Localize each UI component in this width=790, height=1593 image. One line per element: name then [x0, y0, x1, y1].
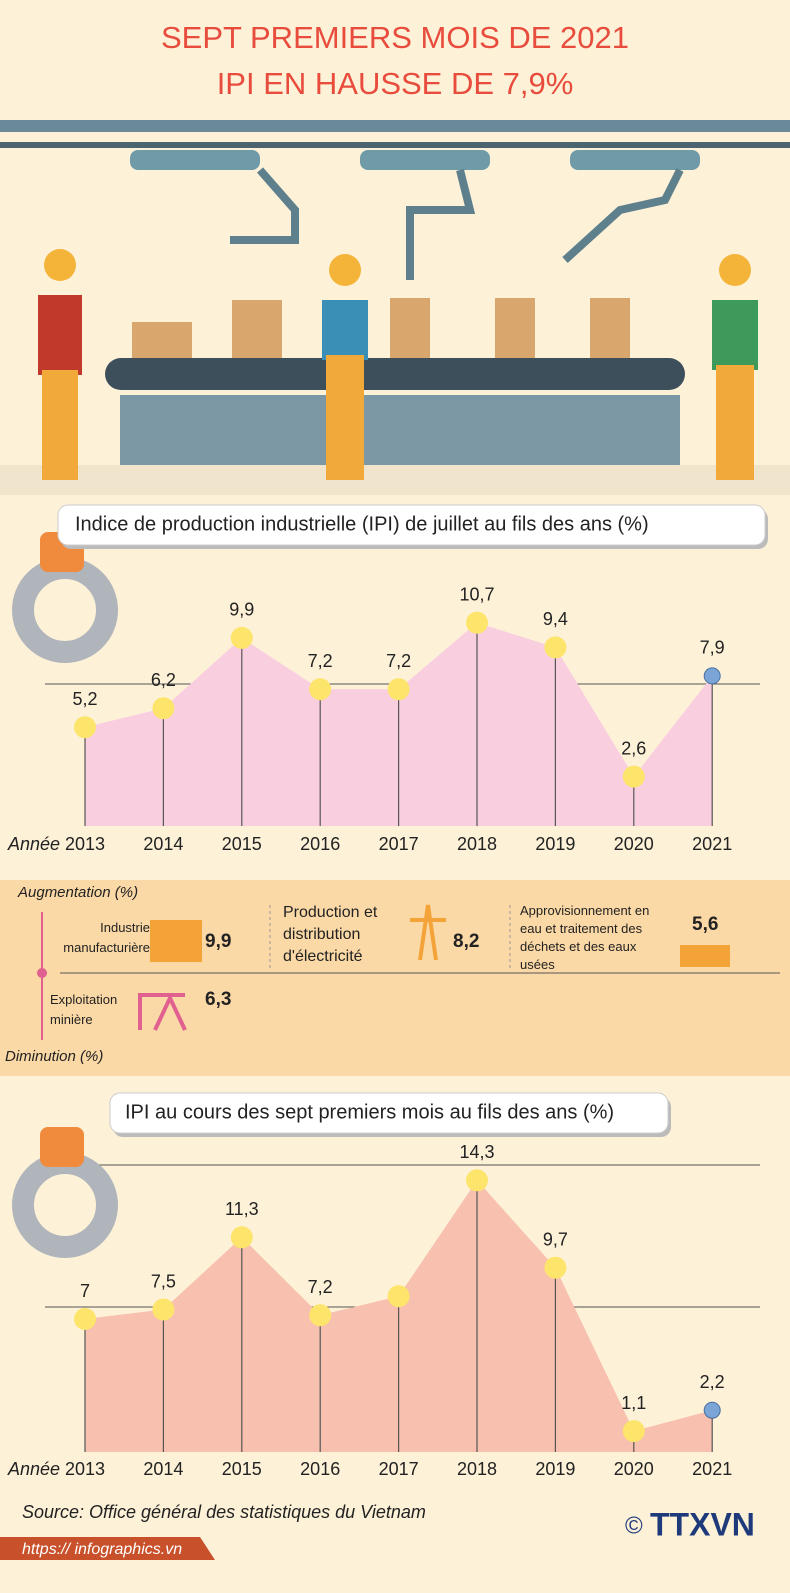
title: IPI EN HAUSSE DE 7,9% [217, 66, 574, 101]
value-label: 1,1 [621, 1393, 646, 1413]
sector-label: Approvisionnement en eau et traitement d… [520, 903, 650, 972]
x-tick-label: 2021 [692, 834, 732, 854]
decrease-label: Diminution (%) [5, 1048, 103, 1065]
x-tick-label: 2020 [614, 1459, 654, 1479]
sector-label: Production et distribution d'électricité [283, 904, 378, 965]
sector-label: Industrie manufacturière [63, 920, 150, 955]
point [544, 1256, 567, 1279]
sector-label: Exploitation minière [50, 992, 118, 1027]
x-tick-label: 2018 [457, 834, 497, 854]
sector-label-box: Production et distribution d'électricité [283, 904, 378, 965]
chart: Indice de production industrielle (IPI) … [7, 504, 768, 854]
x-tick-label: 2016 [300, 834, 340, 854]
icon [150, 920, 202, 962]
point [387, 678, 410, 701]
x-tick-label: 2014 [143, 1459, 183, 1479]
value-label: 9,9 [229, 600, 254, 620]
x-axis-label: Année [7, 834, 60, 854]
point [466, 1169, 488, 1192]
point [230, 1226, 253, 1249]
logo: TTXVN [650, 1506, 755, 1542]
axis-dot [37, 968, 47, 978]
source: Source: Office général des statistiques … [22, 1502, 426, 1522]
value-label: 7,9 [700, 638, 725, 658]
title: SEPT PREMIERS MOIS DE 2021 [161, 20, 629, 55]
chart-title: IPI au cours des sept premiers mois au f… [125, 1101, 614, 1123]
point [544, 636, 567, 659]
title-box [109, 1092, 669, 1134]
value-label: 14,3 [459, 1142, 494, 1162]
point [230, 626, 253, 649]
sector-value: 6,3 [205, 989, 231, 1010]
sector-label-box: Approvisionnement en eau et traitement d… [520, 903, 650, 972]
point [466, 611, 488, 634]
value-label: 9,7 [543, 1229, 568, 1249]
x-tick-label: 2021 [692, 1459, 732, 1479]
point [622, 765, 645, 788]
sector-value: 8,2 [453, 931, 479, 952]
point [74, 716, 96, 739]
x-tick-label: 2017 [379, 834, 419, 854]
value-label: 2,6 [621, 738, 646, 758]
x-tick-label: 2014 [143, 834, 183, 854]
point [703, 1401, 721, 1419]
point [622, 1420, 645, 1443]
sector-label-box: Industrie manufacturière [63, 920, 150, 955]
increase-label: Augmentation (%) [17, 884, 138, 901]
value-label: 5,2 [72, 689, 97, 709]
value-label: 7,2 [308, 651, 333, 671]
value-label: 10,7 [459, 584, 494, 604]
value-label: 6,2 [151, 670, 176, 690]
value-label: 11,3 [225, 1199, 259, 1219]
title-box [57, 504, 766, 546]
point [74, 1308, 96, 1330]
chart-title: Indice de production industrielle (IPI) … [75, 513, 649, 535]
value-label: 7 [80, 1281, 90, 1301]
sector-band [0, 880, 790, 1076]
point [152, 1298, 175, 1321]
sector-value: 9,9 [205, 931, 231, 952]
sector-value: 5,6 [692, 914, 718, 935]
point [309, 678, 332, 701]
x-tick-label: 2016 [300, 1459, 340, 1479]
point [309, 1304, 332, 1327]
url: https:// infographics.vn [22, 1541, 182, 1558]
x-tick-label: 2013 [65, 1459, 105, 1479]
x-tick-label: 2018 [457, 1459, 497, 1479]
point [387, 1285, 410, 1308]
icon [410, 904, 446, 961]
sector-label-box: Exploitation minière [50, 992, 118, 1027]
x-tick-label: 2015 [222, 834, 262, 854]
copyright: © [625, 1512, 643, 1539]
icon [680, 945, 730, 967]
x-tick-label: 2019 [535, 834, 575, 854]
value-label: 7,2 [308, 1277, 333, 1297]
value-label: 2,2 [700, 1372, 725, 1392]
value-label: 7,5 [151, 1271, 176, 1291]
value-label: 7,2 [386, 651, 411, 671]
chart: IPI au cours des sept premiers mois au f… [7, 1092, 760, 1479]
point [152, 697, 175, 720]
point [703, 667, 721, 685]
x-tick-label: 2013 [65, 834, 105, 854]
x-tick-label: 2015 [222, 1459, 262, 1479]
icon [138, 993, 187, 1031]
x-tick-label: 2017 [379, 1459, 419, 1479]
percent-icon [40, 1127, 84, 1167]
url-bar [0, 1537, 215, 1560]
illustration [0, 120, 790, 495]
x-tick-label: 2019 [535, 1459, 575, 1479]
x-axis-label: Année [7, 1459, 60, 1479]
x-tick-label: 2020 [614, 834, 654, 854]
value-label: 9,4 [543, 609, 568, 629]
